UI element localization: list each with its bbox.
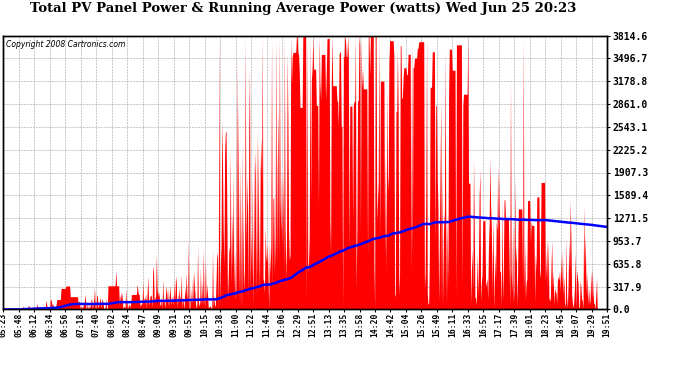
Text: Copyright 2008 Cartronics.com: Copyright 2008 Cartronics.com: [6, 40, 126, 49]
Text: Total PV Panel Power & Running Average Power (watts) Wed Jun 25 20:23: Total PV Panel Power & Running Average P…: [30, 2, 577, 15]
